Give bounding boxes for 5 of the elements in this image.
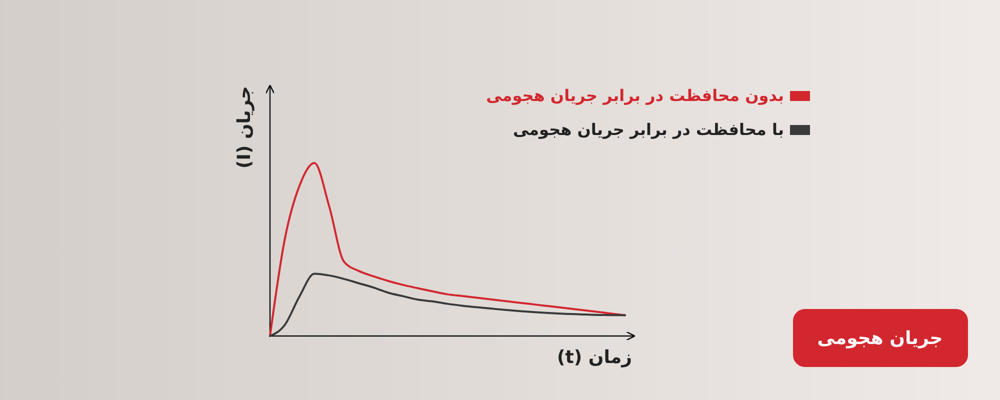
legend-label: بدون محافظت در برابر جریان هجومی xyxy=(486,86,784,105)
text: جریان هجومی xyxy=(817,328,943,349)
y-axis-title: جریان (I) xyxy=(234,86,255,168)
legend-label: با محافظت در برابر جریان هجومی xyxy=(512,120,784,139)
x-axis-title: زمان (t) xyxy=(557,347,632,368)
